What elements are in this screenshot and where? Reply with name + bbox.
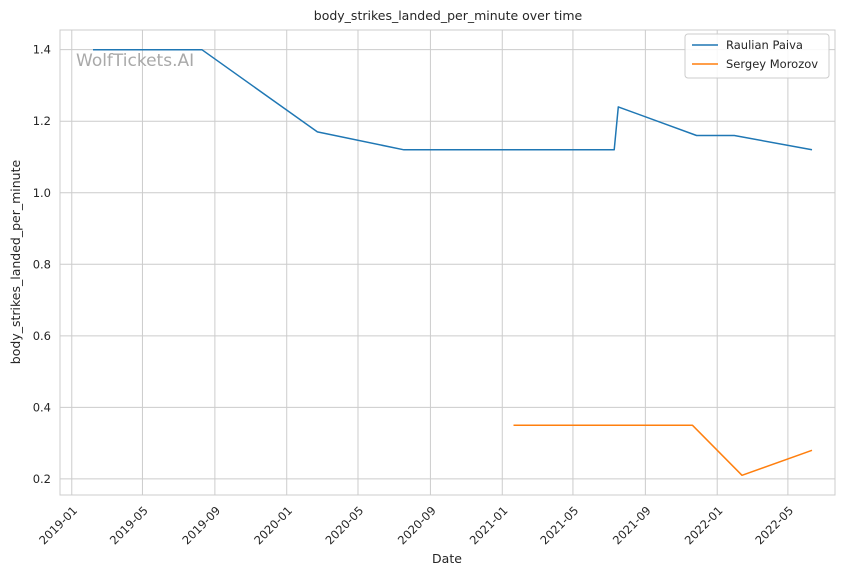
x-tick-label: 2021-01: [467, 503, 511, 547]
x-axis-ticks: 2019-01 2019-05 2019-09 2020-01 2020-05 2020-…: [36, 503, 796, 547]
x-tick-label: 2021-05: [537, 503, 581, 547]
y-axis-title: body_strikes_landed_per_minute: [8, 159, 23, 364]
legend-box: [684, 33, 830, 79]
y-tick-label: 0.2: [33, 472, 51, 486]
series-lines: [93, 48, 813, 477]
legend-label: Sergey Morozov: [726, 57, 818, 71]
watermark: WolfTickets.AI: [76, 51, 194, 71]
x-axis-title: Date: [432, 551, 462, 566]
x-tick-label: 2020-05: [322, 503, 366, 547]
y-tick-label: 0.4: [33, 400, 51, 414]
legend-items: Raulian Paiva Sergey Morozov: [692, 38, 818, 71]
series-line: [513, 424, 813, 477]
y-axis-ticks: 0.2 0.4 0.6 0.8 1.0 1.2 1.4: [33, 43, 51, 486]
legend-label: Raulian Paiva: [726, 38, 803, 52]
x-tick-label: 2019-09: [179, 503, 223, 547]
x-tick-label: 2020-09: [395, 503, 439, 547]
grid-lines: [60, 30, 835, 495]
y-tick-label: 0.6: [33, 329, 51, 343]
x-tick-label: 2019-05: [107, 503, 151, 547]
y-tick-label: 1.2: [33, 114, 51, 128]
legend: Raulian Paiva Sergey Morozov: [684, 33, 830, 79]
x-tick-label: 2020-01: [251, 503, 295, 547]
series-line: [93, 48, 813, 151]
x-tick-label: 2019-01: [36, 503, 80, 547]
plot-area: [59, 29, 836, 496]
x-tick-label: 2022-05: [752, 503, 796, 547]
chart-title: body_strikes_landed_per_minute over time: [314, 8, 583, 23]
y-tick-label: 1.0: [33, 186, 51, 200]
y-tick-label: 1.4: [33, 43, 51, 57]
y-tick-label: 0.8: [33, 257, 51, 271]
x-tick-label: 2021-09: [610, 503, 654, 547]
x-tick-label: 2022-01: [682, 503, 726, 547]
